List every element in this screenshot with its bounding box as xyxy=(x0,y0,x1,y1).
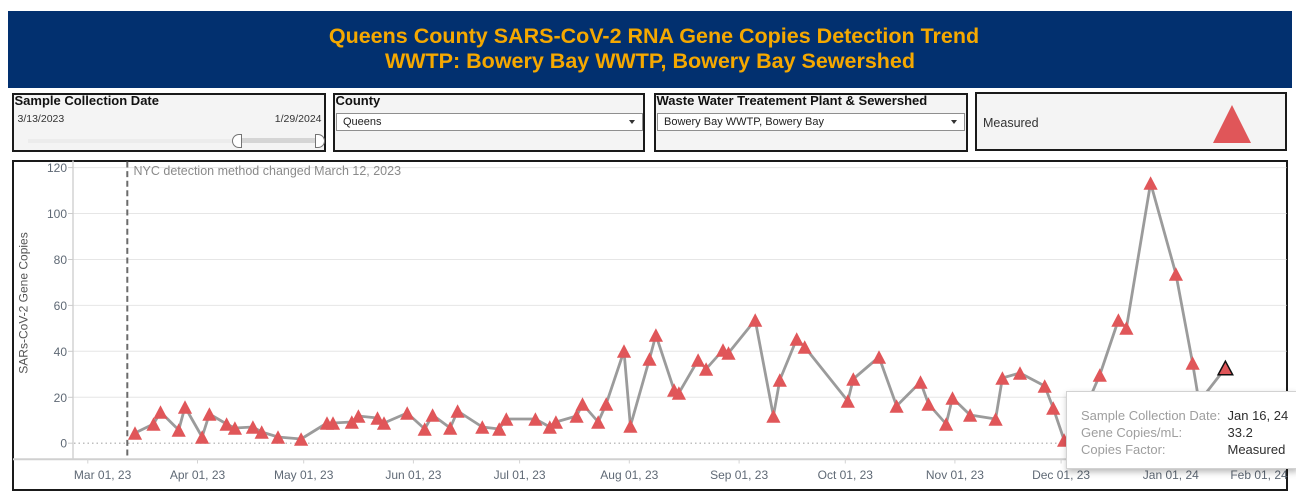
svg-text:20: 20 xyxy=(54,391,68,405)
svg-text:120: 120 xyxy=(47,161,67,175)
svg-text:NYC detection method changed M: NYC detection method changed March 12, 2… xyxy=(134,164,402,178)
svg-text:Jun 01, 23: Jun 01, 23 xyxy=(385,468,441,482)
svg-text:SARs-CoV-2 Gene Copies: SARs-CoV-2 Gene Copies xyxy=(16,232,30,373)
svg-text:Jul 01, 23: Jul 01, 23 xyxy=(494,468,546,482)
svg-text:60: 60 xyxy=(54,299,68,313)
svg-text:Aug 01, 23: Aug 01, 23 xyxy=(600,468,658,482)
svg-text:Sep 01, 23: Sep 01, 23 xyxy=(710,468,768,482)
svg-text:0: 0 xyxy=(60,437,67,451)
svg-text:100: 100 xyxy=(47,207,67,221)
svg-text:Mar 01, 23: Mar 01, 23 xyxy=(74,468,132,482)
svg-text:Nov 01, 23: Nov 01, 23 xyxy=(926,468,984,482)
svg-text:Oct 01, 23: Oct 01, 23 xyxy=(818,468,874,482)
svg-text:Dec 01, 23: Dec 01, 23 xyxy=(1032,468,1090,482)
svg-text:Jan 01, 24: Jan 01, 24 xyxy=(1143,468,1199,482)
svg-text:80: 80 xyxy=(54,253,68,267)
svg-text:May 01, 23: May 01, 23 xyxy=(274,468,334,482)
svg-text:40: 40 xyxy=(54,345,68,359)
svg-text:Feb 01, 24: Feb 01, 24 xyxy=(1230,468,1288,482)
svg-text:Apr 01, 23: Apr 01, 23 xyxy=(170,468,226,482)
